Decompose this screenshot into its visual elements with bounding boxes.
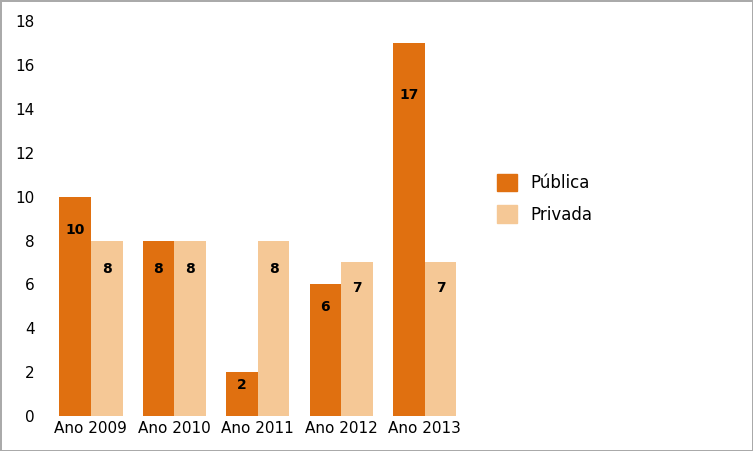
Bar — [309, 285, 341, 416]
Bar — [91, 240, 123, 416]
Text: 2: 2 — [237, 377, 247, 391]
Bar — [174, 240, 206, 416]
Bar — [425, 262, 456, 416]
Bar — [142, 240, 174, 416]
Bar — [226, 372, 258, 416]
Bar — [59, 197, 91, 416]
Text: 17: 17 — [399, 88, 419, 102]
Text: 8: 8 — [185, 262, 195, 276]
Bar — [393, 43, 425, 416]
Text: 10: 10 — [66, 223, 84, 237]
Text: 7: 7 — [436, 281, 445, 295]
Text: 7: 7 — [352, 281, 362, 295]
Text: 8: 8 — [102, 262, 111, 276]
Text: 8: 8 — [154, 262, 163, 276]
Legend: Pública, Privada: Pública, Privada — [489, 166, 601, 232]
Bar — [258, 240, 289, 416]
Text: 6: 6 — [321, 300, 330, 314]
Bar — [341, 262, 373, 416]
Text: 8: 8 — [269, 262, 279, 276]
